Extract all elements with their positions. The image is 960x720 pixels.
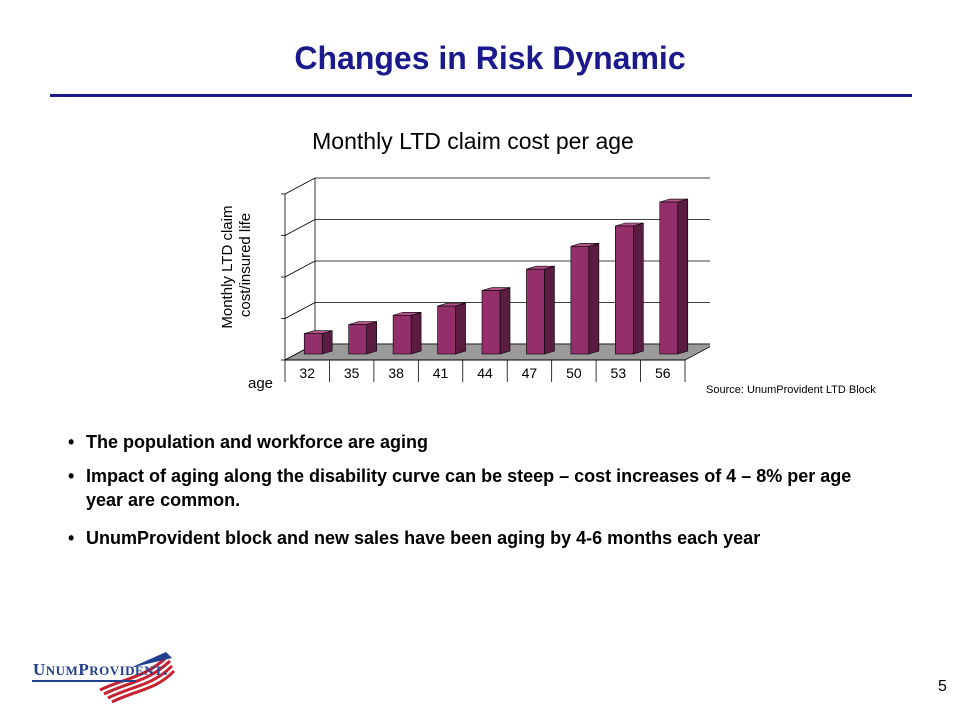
bar-side xyxy=(455,302,466,355)
bar xyxy=(303,333,323,355)
bar-side xyxy=(499,287,511,355)
bar xyxy=(392,314,412,355)
x-tick-label: 35 xyxy=(344,365,360,381)
x-tick-label: 38 xyxy=(388,365,404,381)
y-axis-label: Monthly LTD claim cost/insured life xyxy=(219,201,254,328)
grid-line xyxy=(284,177,316,195)
slide-title: Changes in Risk Dynamic xyxy=(294,40,686,76)
bullet-item: UnumProvident block and new sales have b… xyxy=(68,526,786,550)
x-tick-label: 32 xyxy=(299,365,315,381)
bullet-item: Impact of aging along the disability cur… xyxy=(68,464,868,512)
title-divider xyxy=(50,94,912,97)
bar-side xyxy=(410,311,422,355)
grid-line xyxy=(284,302,316,319)
bullet-list: The population and workforce are aging I… xyxy=(68,430,868,560)
chart-source: Source: UnumProvident LTD Block xyxy=(706,384,876,396)
x-tick-label: 44 xyxy=(477,365,493,381)
bar xyxy=(437,305,456,355)
bar-chart: Monthly LTD claim cost/insured life age … xyxy=(219,177,710,392)
bar-side xyxy=(366,321,377,355)
x-tick-label: 53 xyxy=(611,365,627,381)
bar-side xyxy=(633,222,644,355)
bar-side xyxy=(321,330,333,355)
x-tick-label: 47 xyxy=(522,365,538,381)
bar xyxy=(659,201,679,355)
chart-title: Monthly LTD claim cost per age xyxy=(312,128,634,154)
bar xyxy=(348,324,367,355)
bar-side xyxy=(544,265,555,355)
bar-side xyxy=(588,242,600,355)
bullet-item: The population and workforce are aging xyxy=(68,430,868,454)
logo-wordmark: UNUMPROVIDENT. xyxy=(33,660,169,679)
bar-side xyxy=(677,198,689,355)
bar xyxy=(615,225,634,355)
grid-line xyxy=(284,260,316,278)
grid-line xyxy=(284,219,316,236)
bar xyxy=(526,268,545,355)
x-tick-label: 50 xyxy=(566,365,582,381)
x-tick-label: 56 xyxy=(655,365,671,381)
x-tick-label: 41 xyxy=(433,365,449,381)
flag-icon xyxy=(32,652,176,704)
x-axis-label: age xyxy=(248,375,273,392)
page-number: 5 xyxy=(938,678,947,695)
bar xyxy=(570,245,590,355)
company-logo: UNUMPROVIDENT. xyxy=(30,648,180,704)
bar xyxy=(481,290,501,355)
